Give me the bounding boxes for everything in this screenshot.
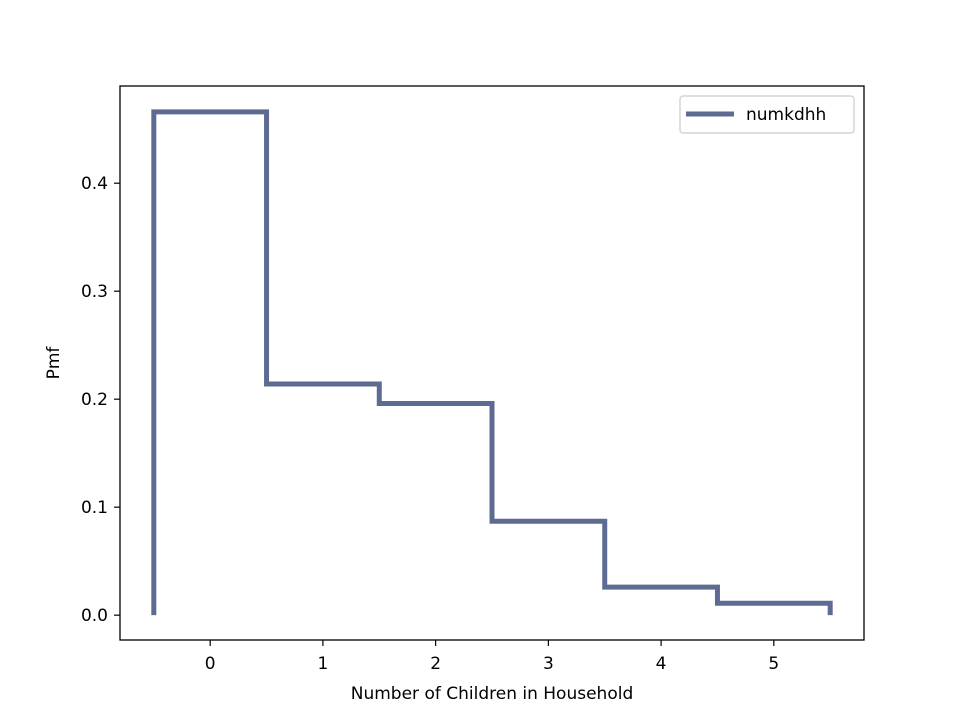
- x-tick-label: 4: [656, 654, 667, 674]
- plot-area: [120, 86, 864, 640]
- plot-frame: [119, 85, 865, 641]
- y-tick-label: 0.1: [81, 498, 108, 518]
- x-tick-label: 5: [768, 654, 779, 674]
- y-tick-label: 0.2: [81, 390, 108, 410]
- y-axis-label: Pmf: [44, 346, 64, 380]
- legend-frame: [679, 95, 855, 134]
- legend: numkdhh: [679, 95, 855, 134]
- y-axis-ticks: 0.0 0.1 0.2 0.3 0.4: [81, 174, 120, 626]
- y-tick-label: 0.3: [81, 282, 108, 302]
- y-tick-label: 0.0: [81, 606, 108, 626]
- x-tick-label: 3: [543, 654, 554, 674]
- x-tick-label: 0: [205, 654, 216, 674]
- x-tick-label: 1: [317, 654, 328, 674]
- x-tick-label: 2: [430, 654, 441, 674]
- x-axis-label: Number of Children in Household: [351, 684, 633, 704]
- legend-label-numkdhh: numkdhh: [746, 105, 826, 125]
- x-axis-ticks: 0 1 2 3 4 5: [205, 640, 779, 674]
- series-line-numkdhh: [151, 109, 833, 616]
- y-tick-label: 0.4: [81, 174, 108, 194]
